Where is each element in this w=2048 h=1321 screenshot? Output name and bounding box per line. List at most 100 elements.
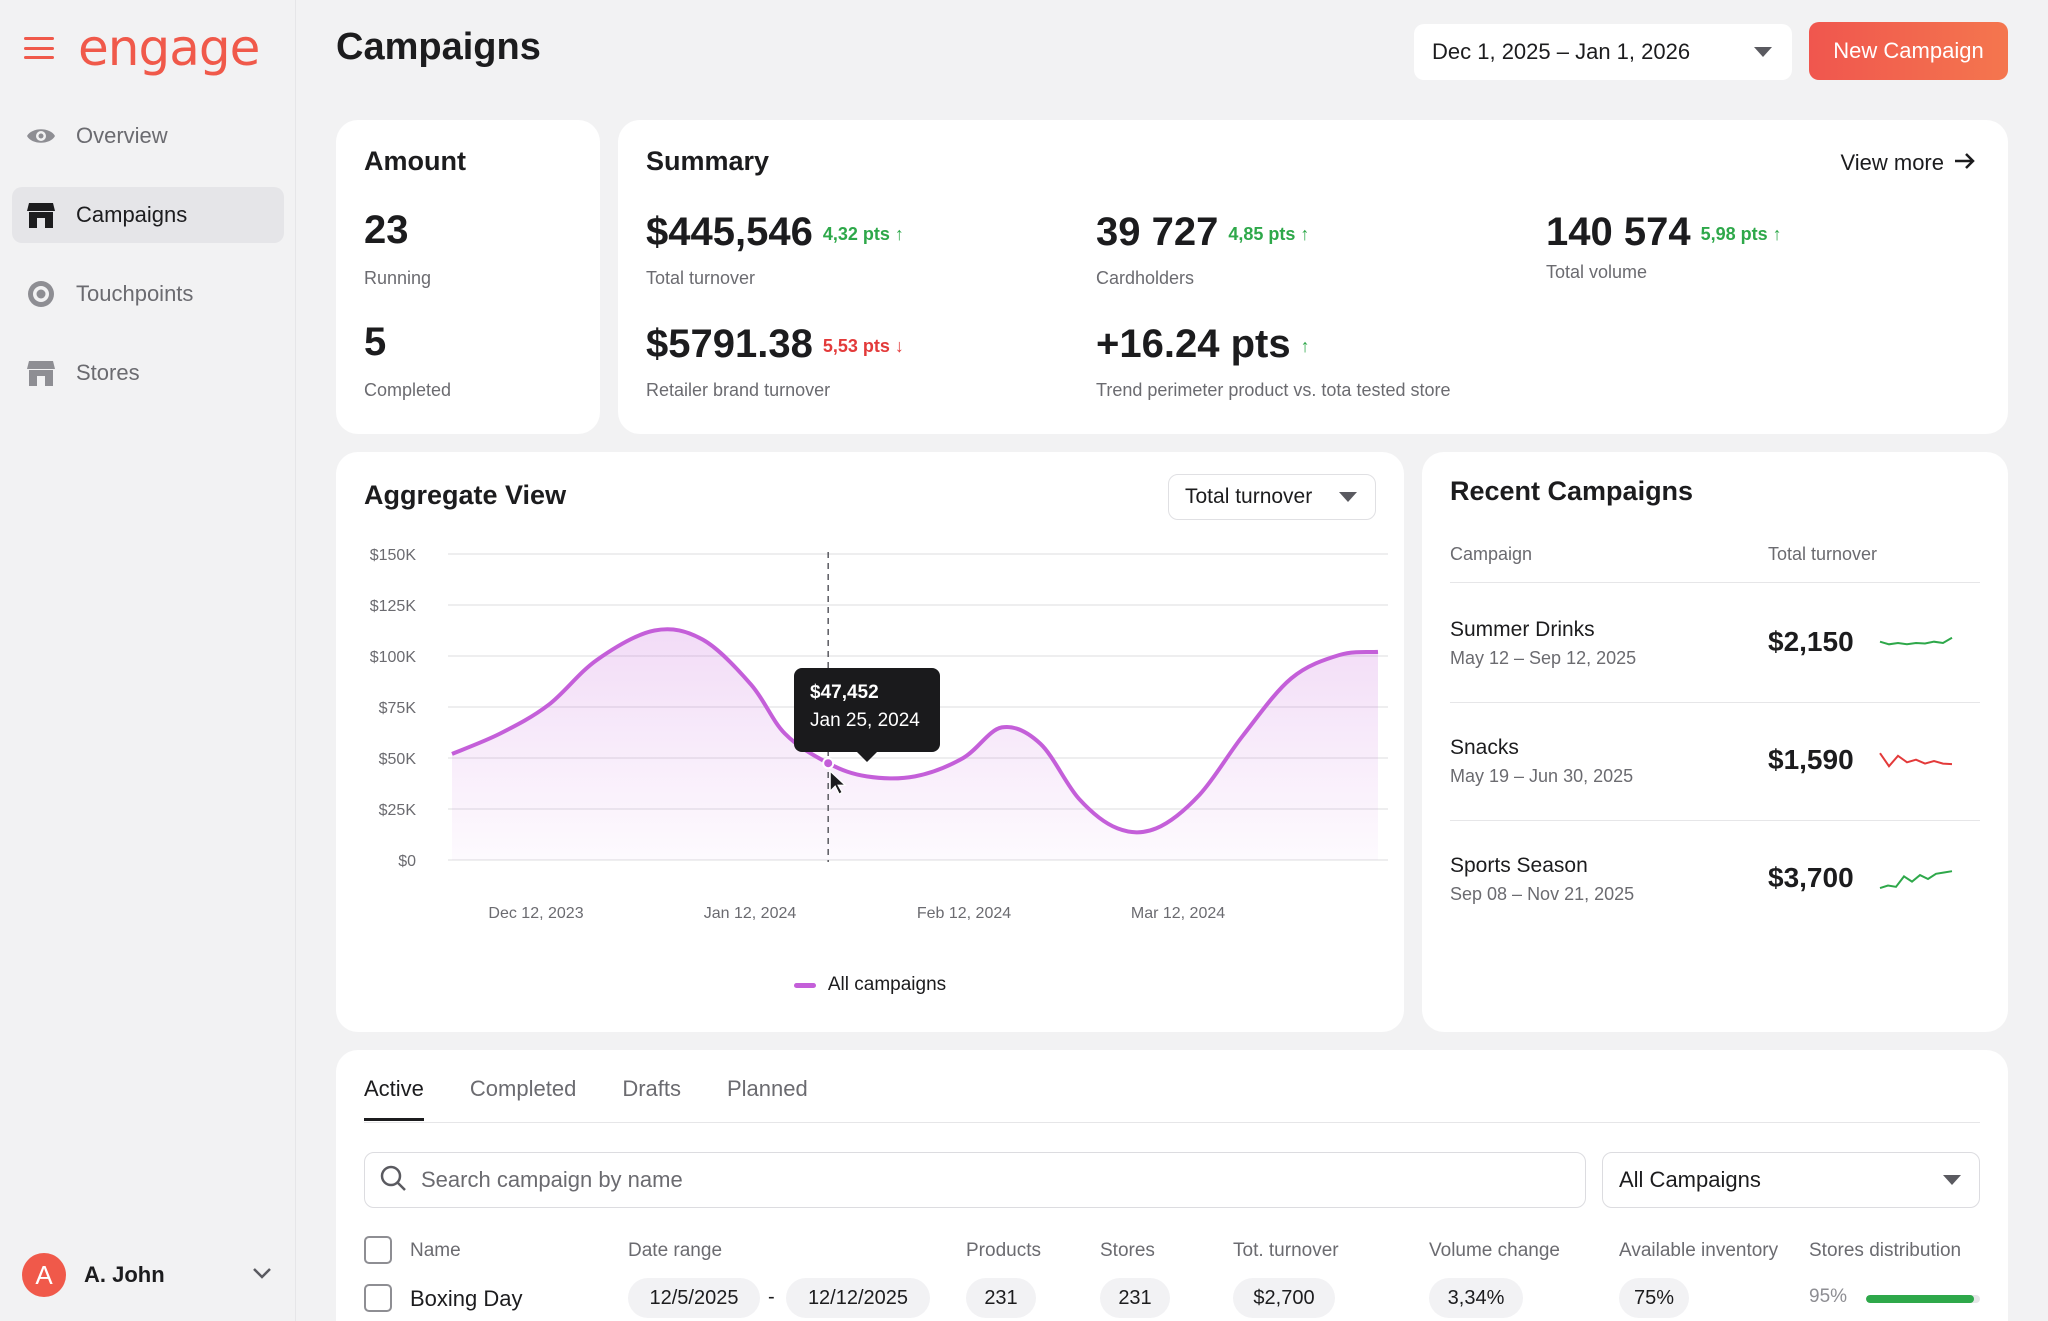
metric-delta: 5,98 pts ↑	[1700, 223, 1782, 244]
store-icon	[26, 200, 56, 230]
date-range-value: Dec 1, 2025 – Jan 1, 2026	[1432, 39, 1691, 64]
aggregate-view-card: Aggregate View Total turnover $0 $25K $50K…	[336, 452, 1404, 1032]
shop-icon	[26, 358, 56, 388]
campaign-turnover: $2,150	[1768, 626, 1854, 657]
column-header-stores[interactable]: Stores	[1100, 1240, 1155, 1261]
row-products: 231	[966, 1278, 1036, 1318]
y-tick-label: $50K	[379, 751, 417, 768]
completed-count: 5	[364, 320, 387, 364]
campaign-dates: May 19 – Jun 30, 2025	[1450, 766, 1634, 786]
metric-cardholders: 39 727 4,85 pts ↑	[1096, 210, 1309, 255]
row-checkbox[interactable]	[364, 1284, 392, 1312]
sidebar-item-overview[interactable]: Overview	[12, 108, 284, 164]
row-inventory: 75%	[1619, 1278, 1689, 1318]
card-title: Aggregate View	[364, 480, 567, 510]
eye-icon	[26, 121, 56, 151]
search-input[interactable]	[421, 1167, 1571, 1193]
filter-value: All Campaigns	[1619, 1167, 1761, 1192]
page-title: Campaigns	[336, 26, 541, 68]
column-header-turnover[interactable]: Tot. turnover	[1233, 1240, 1339, 1261]
sidebar-item-label: Overview	[76, 123, 168, 148]
card-title: Summary	[646, 146, 770, 176]
metric-select[interactable]: Total turnover	[1168, 474, 1376, 520]
view-more-link[interactable]: View more	[1840, 150, 1976, 176]
y-tick-label: $75K	[379, 700, 417, 717]
metric-value: +16.24 pts	[1096, 322, 1291, 366]
metric-label: Trend perimeter product vs. tota tested …	[1096, 380, 1451, 400]
recent-campaign-row[interactable]: Snacks May 19 – Jun 30, 2025 $1,590	[1450, 702, 1980, 820]
column-header-turnover: Total turnover	[1768, 544, 1878, 564]
x-tick-label: Dec 12, 2023	[488, 905, 583, 922]
campaign-turnover: $3,700	[1768, 862, 1854, 893]
metric-label: Retailer brand turnover	[646, 380, 831, 400]
sidebar-item-touchpoints[interactable]: Touchpoints	[12, 266, 284, 322]
recent-campaigns-card: Recent Campaigns Campaign Total turnover…	[1422, 452, 2008, 1032]
target-icon	[26, 279, 56, 309]
hover-point[interactable]	[822, 757, 835, 770]
metric-label: Cardholders	[1096, 268, 1195, 288]
user-menu[interactable]: A A. John	[22, 1252, 272, 1298]
tooltip-value: $47,452	[810, 682, 879, 703]
column-header-products[interactable]: Products	[966, 1240, 1041, 1261]
completed-label: Completed	[364, 380, 452, 400]
sidebar-item-campaigns[interactable]: Campaigns	[12, 187, 284, 243]
campaign-name: Snacks	[1450, 736, 1519, 759]
metric-select-value: Total turnover	[1185, 485, 1313, 508]
column-header-inventory[interactable]: Available inventory	[1619, 1240, 1779, 1261]
search-icon	[379, 1164, 407, 1197]
x-tick-label: Mar 12, 2024	[1131, 905, 1225, 922]
column-header-distribution[interactable]: Stores distribution	[1809, 1240, 1962, 1261]
sidebar: engage Overview Campaigns Touchpoints St…	[0, 0, 296, 1321]
row-start-date: 12/5/2025	[628, 1278, 760, 1318]
metric-delta: 4,32 pts ↑	[822, 223, 904, 244]
metric-value: $445,546	[646, 210, 813, 254]
metric-total-volume: 140 574 5,98 pts ↑	[1546, 210, 1782, 255]
cursor-icon	[829, 769, 847, 796]
row-end-date: 12/12/2025	[786, 1278, 930, 1318]
campaign-filter-select[interactable]: All Campaigns	[1602, 1152, 1980, 1208]
select-all-checkbox[interactable]	[364, 1236, 392, 1264]
chevron-down-icon[interactable]	[252, 1266, 272, 1284]
y-tick-label: $125K	[370, 598, 417, 615]
row-stores: 231	[1100, 1278, 1170, 1318]
divider	[1450, 582, 1980, 583]
column-header-volume-change[interactable]: Volume change	[1429, 1240, 1560, 1261]
metric-value: 39 727	[1096, 210, 1219, 254]
tab-planned[interactable]: Planned	[727, 1076, 808, 1101]
tab-drafts[interactable]: Drafts	[622, 1076, 681, 1101]
recent-campaign-row[interactable]: Summer Drinks May 12 – Sep 12, 2025 $2,1…	[1450, 584, 1980, 702]
date-separator: -	[768, 1286, 775, 1308]
divider	[364, 1122, 1980, 1123]
sparkline-2	[1879, 870, 1953, 890]
menu-icon[interactable]	[24, 37, 54, 59]
user-name: A. John	[84, 1262, 165, 1287]
sidebar-item-label: Campaigns	[76, 202, 188, 227]
running-count: 23	[364, 208, 409, 252]
metric-total-turnover: $445,546 4,32 pts ↑	[646, 210, 904, 255]
campaign-tabs: Active Completed Drafts Planned	[364, 1076, 808, 1121]
metric-label: Total volume	[1546, 262, 1648, 282]
y-tick-label: $150K	[370, 547, 417, 564]
campaign-name: Summer Drinks	[1450, 618, 1595, 641]
row-name[interactable]: Boxing Day	[410, 1286, 523, 1311]
column-header-name[interactable]: Name	[410, 1240, 461, 1261]
tab-active[interactable]: Active	[364, 1076, 424, 1121]
campaign-dates: Sep 08 – Nov 21, 2025	[1450, 884, 1635, 904]
date-range-picker[interactable]: Dec 1, 2025 – Jan 1, 2026	[1414, 24, 1792, 80]
card-title: Amount	[364, 146, 466, 176]
brand: engage	[24, 18, 260, 78]
sidebar-item-stores[interactable]: Stores	[12, 345, 284, 401]
caret-down-icon	[1754, 47, 1772, 57]
search-box	[364, 1152, 1586, 1208]
aggregate-chart[interactable]: $0 $25K $50K $75K $100K $125K $150K Dec 12, 202…	[336, 452, 1404, 972]
legend-swatch	[793, 982, 816, 988]
new-campaign-button[interactable]: New Campaign	[1809, 22, 2008, 80]
y-tick-label: $25K	[379, 802, 417, 819]
tab-completed[interactable]: Completed	[469, 1076, 577, 1101]
column-header-date-range[interactable]: Date range	[628, 1240, 723, 1261]
avatar: A	[22, 1253, 66, 1297]
logo: engage	[78, 19, 260, 77]
recent-campaign-row[interactable]: Sports Season Sep 08 – Nov 21, 2025 $3,7…	[1450, 820, 1980, 938]
y-tick-label: $100K	[370, 649, 417, 666]
metric-value: 140 574	[1546, 210, 1691, 254]
